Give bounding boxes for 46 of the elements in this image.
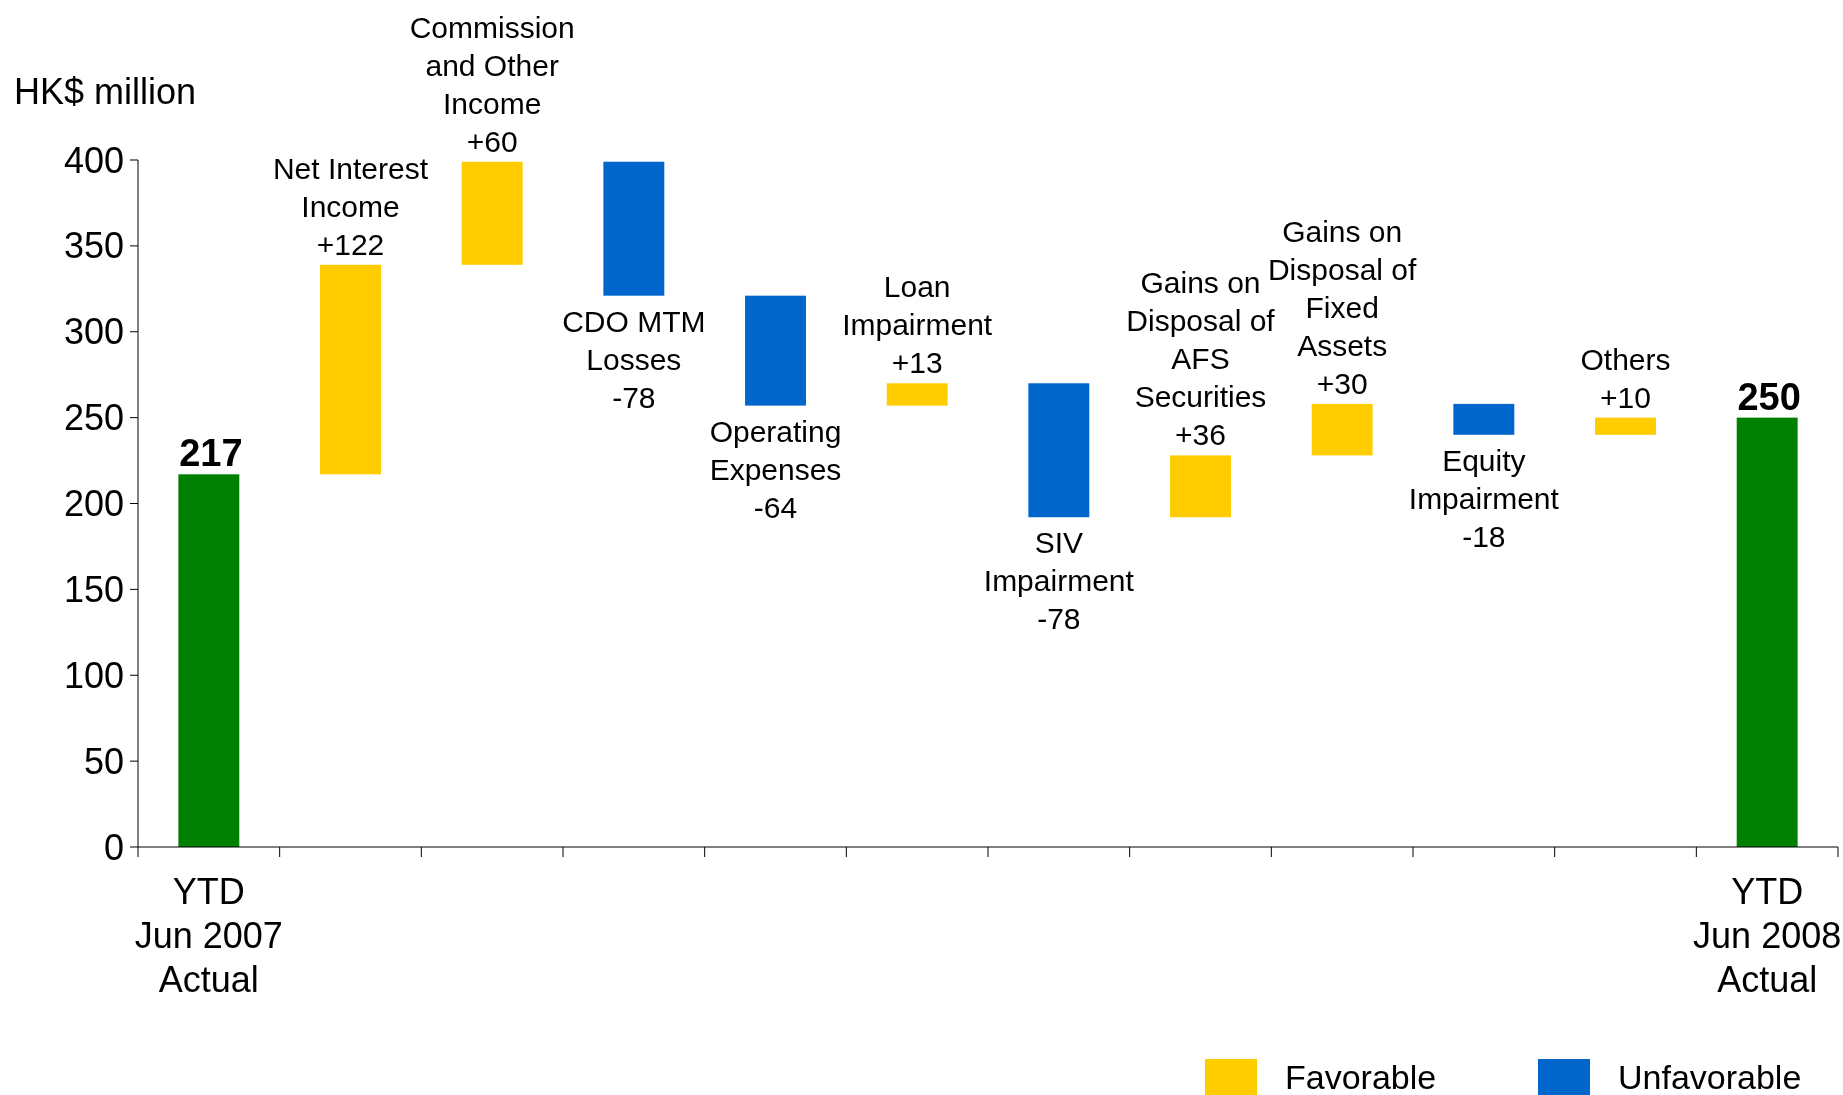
data-label: -64	[753, 490, 798, 524]
legend-label: Unfavorable	[1618, 1057, 1802, 1095]
data-label: +10	[1600, 380, 1651, 414]
bar	[886, 383, 948, 406]
bar	[1736, 417, 1798, 847]
y-tick-label: 300	[63, 311, 124, 353]
annotation: Equity Impairment	[1408, 443, 1560, 515]
bar	[1170, 455, 1231, 518]
data-label: 250	[1737, 375, 1801, 418]
bar	[1453, 403, 1515, 435]
bar	[178, 474, 240, 847]
bar	[461, 161, 523, 265]
y-tick-label: 200	[63, 483, 124, 525]
annotation: CDO MTM Losses	[562, 304, 706, 376]
data-label: +13	[891, 346, 943, 380]
y-tick-label: 0	[103, 826, 124, 868]
y-axis-title: HK$ million	[14, 71, 197, 112]
bar	[1595, 417, 1656, 435]
annotation: SIV Impairment	[983, 526, 1135, 598]
data-label: +60	[466, 124, 518, 158]
bar	[1028, 383, 1090, 518]
y-tick-label: 250	[63, 397, 124, 439]
bar	[320, 264, 381, 475]
y-tick-label: 100	[63, 654, 124, 696]
annotation: Operating Expenses	[709, 414, 842, 486]
annotation: Loan Impairment	[842, 270, 993, 342]
x-tick-label: YTD Jun 2008 Actual	[1693, 871, 1842, 1000]
y-tick-label: 400	[63, 139, 124, 181]
x-tick-label: YTD Jun 2007 Actual	[134, 871, 283, 1000]
y-tick-label: 50	[83, 740, 124, 782]
data-label: +36	[1175, 418, 1226, 452]
data-label: -78	[612, 380, 656, 414]
y-tick-label: 350	[63, 225, 124, 267]
annotation: Others	[1580, 342, 1671, 376]
y-tick-label: 150	[63, 568, 124, 610]
text: Commission and Other Income	[409, 10, 575, 120]
bar	[745, 295, 806, 406]
data-label: -18	[1462, 519, 1506, 553]
data-label: +30	[1316, 366, 1368, 400]
bar	[1311, 403, 1373, 456]
bar	[603, 161, 665, 296]
data-label: 217	[179, 432, 243, 475]
legend-label: Favorable	[1285, 1057, 1437, 1095]
data-label: +122	[316, 227, 385, 261]
annotation: Net Interest Income	[272, 151, 429, 223]
data-label: -78	[1037, 602, 1081, 636]
